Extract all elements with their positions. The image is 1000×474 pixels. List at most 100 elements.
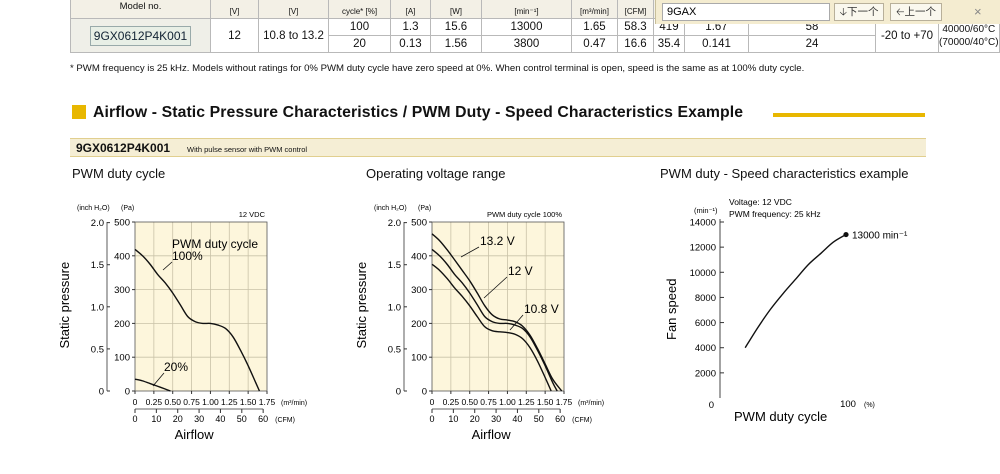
band-model-note: With pulse sensor with PWM control <box>187 145 308 154</box>
x-tick-label-cfm: 20 <box>470 414 480 424</box>
x-tick-label-m3: 1.75 <box>556 397 573 407</box>
find-input[interactable] <box>662 3 830 21</box>
x-tick-label-cfm: 20 <box>173 414 183 424</box>
x-tick-label-cfm: 50 <box>534 414 544 424</box>
airflow-m3-cell: 0.47 <box>571 35 618 53</box>
y-axis-label: Fan speed <box>664 279 679 340</box>
x-tick-label-cfm: 0 <box>429 414 434 424</box>
series-line <box>744 233 847 349</box>
x-unit-label: (%) <box>864 402 875 409</box>
y-unit-label: (min⁻¹) <box>694 206 718 215</box>
x-tick-label-m3: 1.50 <box>537 397 554 407</box>
section-marker-icon <box>72 105 86 119</box>
y-tick-label-pa: 100 <box>411 353 427 364</box>
x-tick-label-cfm: 60 <box>555 414 565 424</box>
y-tick-label: 10000 <box>690 268 716 279</box>
current-cell: 1.3 <box>390 18 431 36</box>
section-rule <box>773 113 925 117</box>
static-inh2o-cell: 0.141 <box>684 35 749 53</box>
y-tick-label-inh2o: 1.0 <box>388 302 401 313</box>
leader-line <box>162 261 173 271</box>
spec-unit: [W] <box>430 0 482 19</box>
find-bar: 🡣下一个 🡠上一个 × <box>655 0 1000 24</box>
y-tick-label-inh2o: 0 <box>99 387 104 398</box>
x-unit-label: (CFM) <box>275 417 295 424</box>
y-tick-label-pa: 300 <box>411 285 427 296</box>
x-tick-label-cfm: 10 <box>151 414 161 424</box>
spec-unit: [m³/min] <box>571 0 618 19</box>
spec-table: Model no. [V] [V] cycle* [%] [A] [W] [mi… <box>70 0 1000 53</box>
arrow-down-icon: 🡣 <box>839 6 848 18</box>
spec-unit: [A] <box>390 0 431 19</box>
spec-unit: [V] <box>210 0 259 19</box>
y-tick-label-inh2o: 2.0 <box>388 218 401 229</box>
power-cell: 1.56 <box>430 35 482 53</box>
leader-line <box>460 246 480 258</box>
plot-area <box>135 222 267 391</box>
y-tick-label-inh2o: 1.5 <box>388 260 401 271</box>
section-title: Airflow - Static Pressure Characteristic… <box>93 104 744 121</box>
operating-voltage-range: 10.8 to 13.2 <box>258 18 329 53</box>
series-line <box>431 248 558 392</box>
x-tick-label-m3: 1.00 <box>499 397 516 407</box>
close-icon[interactable]: × <box>974 4 982 19</box>
x-tick-label-m3: 1.25 <box>221 397 238 407</box>
speed-cell: 3800 <box>481 35 572 53</box>
rated-voltage: 12 <box>210 18 259 53</box>
series-label: 10.8 V <box>524 302 559 316</box>
x-unit-label: (CFM) <box>572 417 592 424</box>
find-prev-button[interactable]: 🡠上一个 <box>890 3 942 21</box>
chart-title: PWM duty - Speed characteristics example <box>660 166 909 181</box>
y-tick-label-inh2o: 0 <box>396 387 401 398</box>
chart-title: PWM duty cycle <box>72 166 166 181</box>
arrow-left-icon: 🡠 <box>895 6 905 18</box>
y-tick-label-pa: 100 <box>114 353 130 364</box>
series-label: 12 V <box>508 264 533 278</box>
x-tick-label-m3: 1.00 <box>202 397 219 407</box>
y-tick-label: 8000 <box>695 293 716 304</box>
y-unit-label: (inch H₂O) <box>374 205 407 212</box>
x-tick-label-cfm: 40 <box>215 414 225 424</box>
x-tick-label: 100 <box>840 399 856 410</box>
y-axis-label: Static pressure <box>57 262 72 349</box>
x-tick-label-cfm: 0 <box>132 414 137 424</box>
y-tick-label-pa: 400 <box>411 251 427 262</box>
y-unit-label: (Pa) <box>418 205 431 212</box>
y-tick-label-inh2o: 0.5 <box>388 344 401 355</box>
corner-note: 12 VDC <box>239 210 266 219</box>
model-number-link[interactable]: 9GX0612P4K001 <box>89 25 192 46</box>
y-tick-label-pa: 300 <box>114 285 130 296</box>
y-unit-label: (inch H₂O) <box>77 205 110 212</box>
series-label: 100% <box>172 249 203 263</box>
x-axis-label: Airflow <box>472 427 512 442</box>
table-row: 9GX0612P4K001 12 10.8 to 13.2 100 1.3 15… <box>70 18 1000 53</box>
pwm-duty-cell: 20 <box>328 35 391 53</box>
series-line <box>134 248 261 392</box>
series-label: 20% <box>164 360 188 374</box>
x-tick-label-cfm: 30 <box>491 414 501 424</box>
y-tick-label-pa: 500 <box>411 218 427 229</box>
y-unit-label: (Pa) <box>121 205 134 212</box>
leader-line <box>509 314 524 331</box>
chart-note: Voltage: 12 VDC <box>729 197 792 207</box>
y-tick-label-pa: 200 <box>114 319 130 330</box>
life-expectancy-alt: (70000/40°C) <box>939 36 999 48</box>
x-tick-label-m3: 0.25 <box>146 397 163 407</box>
x-tick-label-m3: 0.25 <box>443 397 460 407</box>
plot-frame <box>134 221 268 392</box>
y-tick-label-pa: 200 <box>411 319 427 330</box>
y-tick-label: 14000 <box>690 218 716 229</box>
x-tick-label-m3: 0 <box>430 397 435 407</box>
y-axis-label: Static pressure <box>354 262 369 349</box>
leader-line <box>483 276 508 299</box>
x-tick-label-cfm: 40 <box>512 414 522 424</box>
y-tick-label-inh2o: 1.0 <box>91 302 104 313</box>
x-unit-label: (m³/min) <box>281 400 307 407</box>
leader-line <box>152 372 165 387</box>
y-tick-label: 6000 <box>695 318 716 329</box>
chart-note: PWM frequency: 25 kHz <box>729 209 821 219</box>
x-tick-label-m3: 0.75 <box>183 397 200 407</box>
x-tick-label-cfm: 60 <box>258 414 268 424</box>
plot-area <box>432 222 564 391</box>
find-next-button[interactable]: 🡣下一个 <box>834 3 884 21</box>
